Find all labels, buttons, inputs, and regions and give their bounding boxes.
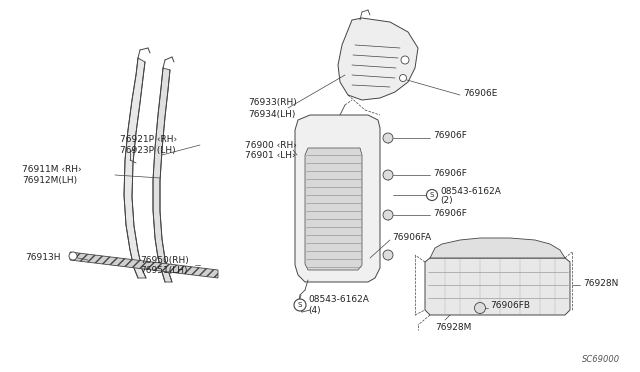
Text: 76934(LH): 76934(LH) [248, 109, 296, 119]
Circle shape [383, 133, 393, 143]
Circle shape [383, 170, 393, 180]
Text: 76928M: 76928M [435, 323, 472, 331]
Text: 76900 ‹RH›: 76900 ‹RH› [245, 141, 297, 150]
Polygon shape [338, 18, 418, 100]
Polygon shape [305, 148, 362, 270]
Text: 76913H: 76913H [25, 253, 61, 262]
Text: 76951(LH): 76951(LH) [140, 266, 188, 276]
Polygon shape [124, 58, 146, 278]
Text: 76906F: 76906F [433, 131, 467, 141]
Text: 76933(RH): 76933(RH) [248, 99, 297, 108]
Text: 76906FA: 76906FA [392, 234, 431, 243]
Circle shape [69, 252, 77, 260]
Text: (2): (2) [440, 196, 452, 205]
Text: 76906E: 76906E [463, 89, 497, 97]
Polygon shape [153, 68, 172, 282]
Text: (4): (4) [308, 307, 321, 315]
Text: 08543-6162A: 08543-6162A [440, 186, 501, 196]
Circle shape [426, 189, 438, 201]
Text: 76906FB: 76906FB [490, 301, 530, 311]
Text: 76950(RH): 76950(RH) [140, 256, 189, 264]
Polygon shape [70, 252, 218, 278]
Text: S: S [298, 302, 302, 308]
Text: 76928N: 76928N [583, 279, 618, 288]
Text: 76906F: 76906F [433, 169, 467, 177]
Circle shape [383, 250, 393, 260]
Polygon shape [430, 238, 565, 258]
Circle shape [294, 299, 306, 311]
Polygon shape [295, 115, 380, 282]
Text: 08543-6162A: 08543-6162A [308, 295, 369, 305]
Circle shape [383, 210, 393, 220]
Circle shape [399, 74, 406, 81]
Text: 76921P ‹RH›: 76921P ‹RH› [120, 135, 177, 144]
Text: 76901 ‹LH›: 76901 ‹LH› [245, 151, 296, 160]
Text: 76906F: 76906F [433, 208, 467, 218]
Text: S: S [430, 192, 434, 198]
Circle shape [474, 302, 486, 314]
Circle shape [401, 56, 409, 64]
Text: 76923P (LH): 76923P (LH) [120, 147, 175, 155]
Text: 76911M ‹RH›: 76911M ‹RH› [22, 166, 82, 174]
Text: 76912M(LH): 76912M(LH) [22, 176, 77, 186]
Text: SC69000: SC69000 [582, 355, 620, 364]
Polygon shape [425, 258, 570, 315]
